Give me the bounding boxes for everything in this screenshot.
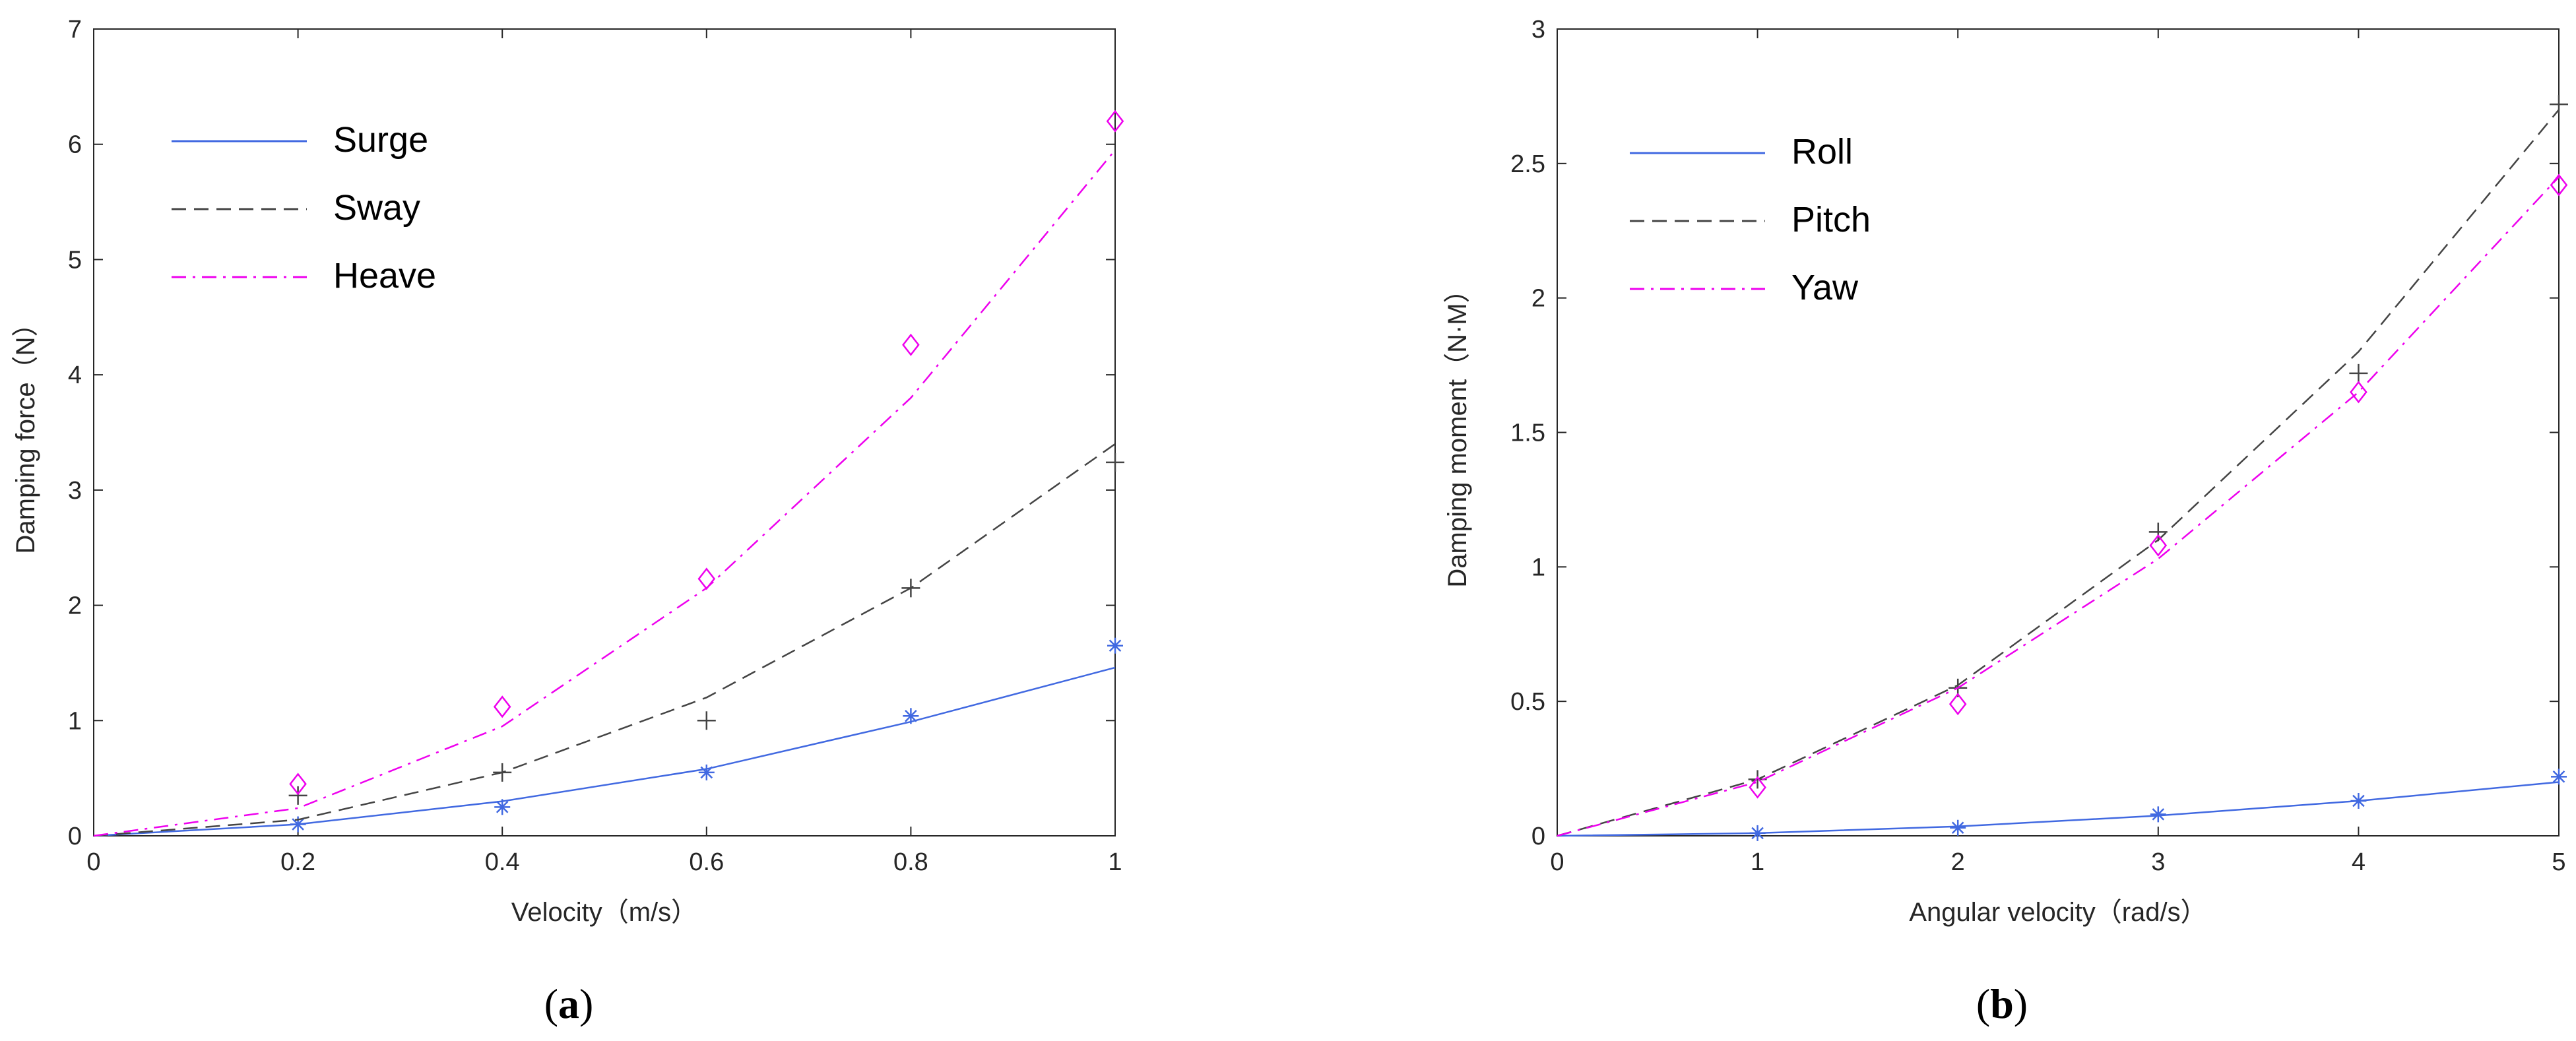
data-point-heave xyxy=(289,773,307,796)
data-point-surge xyxy=(1107,637,1123,654)
y-axis-label: Damping force（N） xyxy=(11,310,40,553)
data-point-heave xyxy=(697,567,716,590)
data-point-heave xyxy=(1106,110,1124,133)
data-point-pitch xyxy=(2349,363,2368,383)
y-tick-label: 6 xyxy=(68,131,82,159)
data-point-surge xyxy=(290,816,306,833)
data-point-roll xyxy=(1749,825,1766,841)
legend-label-sway: Sway xyxy=(333,188,420,228)
x-tick-label: 5 xyxy=(2552,848,2565,876)
x-tick-label: 0 xyxy=(86,848,100,876)
caption-a: (a) xyxy=(544,980,594,1027)
data-point-pitch xyxy=(2550,95,2568,114)
data-point-roll xyxy=(2551,769,2567,785)
chart-b: 0 1 2 3 4 5 0 0.5 1 1.5 2 2.5 3 Angular velocity（rad/… xyxy=(1443,16,2568,927)
y-tick-label: 0 xyxy=(68,823,82,850)
data-point-sway xyxy=(1106,453,1124,472)
data-point-roll xyxy=(2350,793,2367,809)
x-tick-label: 0.2 xyxy=(280,848,315,876)
y-tick-label: 7 xyxy=(68,16,82,44)
y-tick-label: 5 xyxy=(68,246,82,274)
axes-box xyxy=(1557,28,2560,836)
data-point-surge xyxy=(494,799,511,815)
y-tick-label: 3 xyxy=(1531,16,1545,44)
data-point-sway xyxy=(288,786,307,805)
x-tick-label: 0 xyxy=(1550,848,1564,876)
data-point-yaw xyxy=(2350,381,2367,404)
data-point-sway xyxy=(901,579,920,598)
x-tick-label: 0.8 xyxy=(893,848,928,876)
data-point-heave xyxy=(902,333,920,356)
data-point-sway xyxy=(493,763,512,782)
series-line-heave xyxy=(93,149,1116,837)
legend-label-surge: Surge xyxy=(333,120,428,160)
x-tick-label: 0.6 xyxy=(689,848,724,876)
y-tick-label: 2 xyxy=(68,592,82,620)
series-line-surge xyxy=(93,666,1116,837)
y-axis-label: Damping moment（N·M） xyxy=(1443,276,1472,587)
data-point-roll xyxy=(1950,819,1966,836)
data-point-surge xyxy=(698,764,715,780)
data-point-yaw xyxy=(1749,776,1766,799)
series-line-sway xyxy=(93,443,1116,837)
axes-box xyxy=(93,28,1116,836)
data-point-pitch xyxy=(2148,522,2168,542)
x-tick-label: 0.4 xyxy=(485,848,520,876)
legend-label-heave: Heave xyxy=(333,256,436,296)
chart-a: 0 0.2 0.4 0.6 0.8 1 0 1 2 3 4 5 6 7 Velocity（m/s） Dampi… xyxy=(11,16,1124,927)
x-axis-label: Angular velocity（rad/s） xyxy=(1909,898,2206,927)
x-tick-label: 1 xyxy=(1108,848,1122,876)
data-point-roll xyxy=(2150,806,2166,823)
y-tick-label: 1.5 xyxy=(1510,420,1545,447)
x-tick-label: 2 xyxy=(1951,848,1965,876)
caption-b: (b) xyxy=(1976,980,2028,1027)
x-tick-label: 1 xyxy=(1751,848,1764,876)
legend-label-pitch: Pitch xyxy=(1791,200,1871,239)
legend-label-roll: Roll xyxy=(1791,132,1853,172)
data-point-yaw xyxy=(1948,693,1967,716)
data-point-sway xyxy=(697,711,716,730)
y-tick-label: 2.5 xyxy=(1510,150,1545,178)
y-tick-label: 1 xyxy=(68,707,82,735)
data-point-yaw xyxy=(2149,534,2168,557)
data-point-yaw xyxy=(2550,174,2568,197)
x-tick-label: 4 xyxy=(2352,848,2366,876)
y-tick-label: 0 xyxy=(1531,823,1545,850)
y-tick-label: 3 xyxy=(68,477,82,505)
y-tick-label: 1 xyxy=(1531,553,1545,581)
x-tick-label: 3 xyxy=(2151,848,2165,876)
data-point-heave xyxy=(493,695,511,718)
series-line-roll xyxy=(1557,781,2560,837)
data-point-surge xyxy=(903,708,919,724)
x-axis-label: Velocity（m/s） xyxy=(511,898,697,927)
series-line-yaw xyxy=(1557,176,2560,837)
y-tick-label: 0.5 xyxy=(1510,688,1545,716)
y-tick-label: 4 xyxy=(68,362,82,389)
y-tick-label: 2 xyxy=(1531,285,1545,313)
series-line-pitch xyxy=(1557,109,2560,837)
legend-label-yaw: Yaw xyxy=(1791,268,1859,307)
